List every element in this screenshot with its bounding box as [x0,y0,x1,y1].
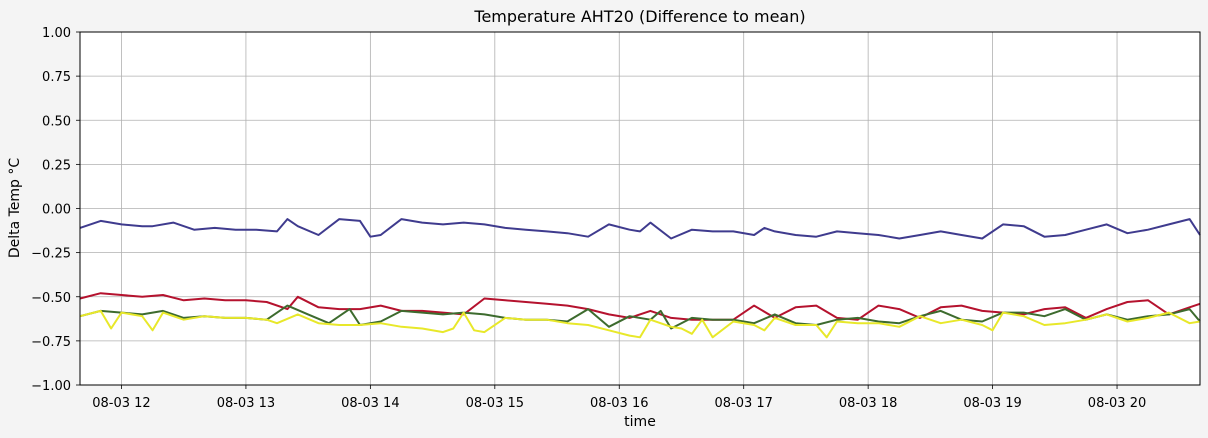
x-tick-label: 08-03 17 [714,396,772,411]
x-tick-label: 08-03 12 [92,396,150,411]
y-tick-label: 1.00 [42,26,71,41]
x-tick-label: 08-03 19 [963,396,1021,411]
x-tick-label: 08-03 15 [466,396,524,411]
series-line-1 [79,218,1201,240]
y-tick-label: 0.50 [42,114,71,129]
y-tick-label: 0.25 [42,158,71,173]
x-tick-label: 08-03 20 [1088,396,1146,411]
x-tick-label: 08-03 16 [590,396,648,411]
y-tick-label: −1.00 [31,379,71,394]
y-tick-label: −0.75 [31,335,71,350]
x-tick-label: 08-03 14 [341,396,399,411]
x-tick-label: 08-03 13 [217,396,275,411]
y-tick-label: −0.25 [31,247,71,262]
chart-title: Temperature AHT20 (Difference to mean) [473,7,805,26]
x-axis-label: time [624,414,656,430]
y-tick-label: −0.50 [31,291,71,306]
y-tick-label: 0.75 [42,70,71,85]
series-line-2 [79,292,1201,321]
series-line-4 [79,309,1201,339]
y-tick-label: 0.00 [42,203,71,218]
x-tick-label: 08-03 18 [839,396,897,411]
y-axis-label: Delta Temp °C [7,158,23,259]
